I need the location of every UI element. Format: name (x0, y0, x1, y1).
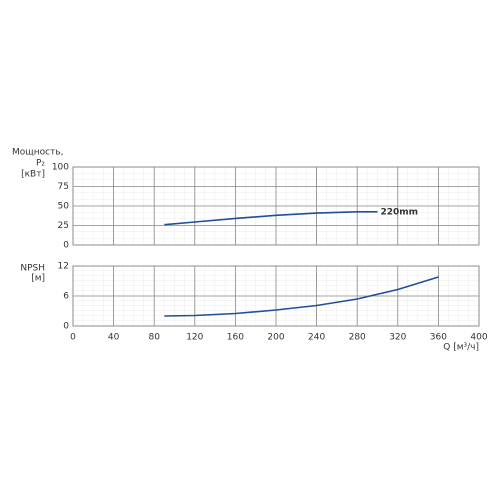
y-tick-label: 100 (52, 163, 69, 173)
y-axis-label: NPSH (20, 264, 45, 274)
x-tick-label: 160 (227, 333, 244, 343)
y-axis-label: [кВт] (21, 170, 45, 180)
x-tick-label: 320 (389, 333, 406, 343)
y-axis-label: Мощность, (12, 148, 64, 158)
x-tick-label: 200 (267, 333, 284, 343)
x-axis-label: Q [м³/ч] (443, 343, 479, 353)
line (164, 276, 439, 317)
y-axis-label: [м] (31, 274, 45, 284)
x-tick-label: 80 (148, 333, 160, 343)
x-tick-label: 280 (349, 333, 366, 343)
y-tick-label: 12 (58, 262, 69, 272)
y-tick-label: 0 (63, 241, 69, 251)
y-tick-label: 0 (63, 322, 69, 332)
y-tick-label: 6 (63, 292, 69, 302)
series-label: 220mm (381, 207, 419, 217)
y-axis-label: P₂ (36, 159, 45, 169)
line (164, 211, 378, 226)
x-tick-label: 400 (470, 333, 487, 343)
y-tick-label: 75 (58, 182, 69, 192)
x-tick-label: 240 (308, 333, 325, 343)
x-tick-label: 120 (186, 333, 203, 343)
y-tick-label: 50 (58, 202, 70, 212)
x-tick-label: 360 (430, 333, 447, 343)
y-tick-label: 25 (58, 221, 69, 231)
x-tick-label: 40 (108, 333, 120, 343)
x-tick-label: 0 (70, 333, 76, 343)
